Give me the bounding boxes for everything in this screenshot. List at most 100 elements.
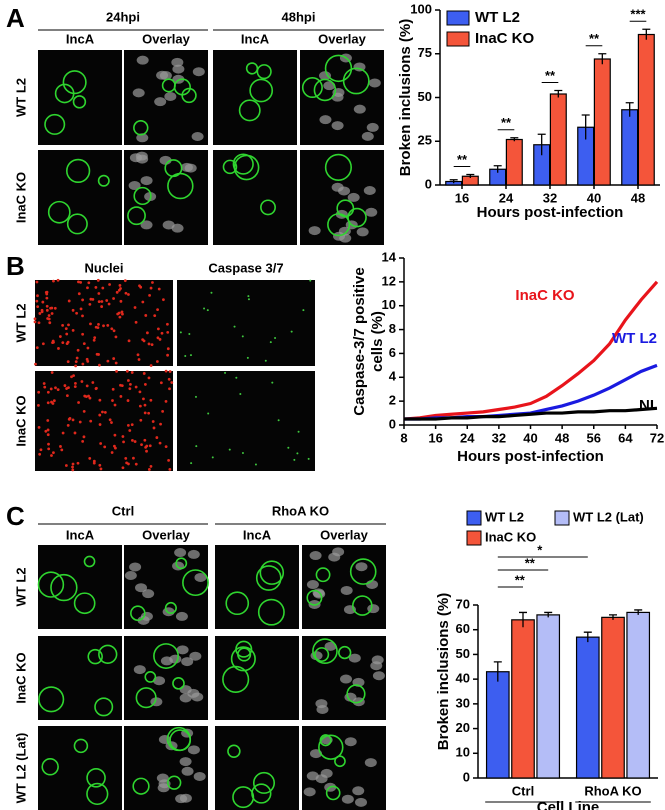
bar	[637, 33, 655, 186]
nucleus	[149, 286, 153, 290]
nucleus	[119, 395, 123, 398]
signal	[189, 354, 192, 357]
nucleus	[86, 346, 90, 350]
nucleus	[81, 439, 85, 443]
nucleus	[140, 220, 153, 230]
nucleus	[81, 298, 85, 302]
nucleus	[44, 429, 48, 433]
nucleus	[107, 302, 111, 306]
nucleus	[364, 758, 377, 768]
nucleus	[174, 548, 187, 558]
nucleus	[108, 418, 112, 422]
nucleus	[147, 376, 151, 380]
inclusion	[130, 605, 146, 621]
nucleus	[127, 462, 130, 466]
nucleus	[147, 468, 151, 471]
signal	[206, 309, 209, 312]
nucleus	[77, 401, 80, 404]
nucleus	[142, 589, 155, 599]
inclusion	[251, 783, 272, 804]
inclusion	[230, 646, 256, 672]
nucleus	[44, 290, 48, 294]
nucleus	[159, 381, 163, 385]
column-header: Overlay	[318, 31, 366, 46]
nucleus	[143, 383, 147, 386]
nucleus	[37, 404, 40, 407]
nucleus	[191, 132, 204, 142]
x-axis-label: Cell Line	[537, 799, 600, 810]
nucleus	[181, 657, 194, 667]
nucleus	[45, 296, 49, 300]
y-tick-label: 0	[425, 176, 432, 191]
nucleus	[43, 385, 47, 389]
x-axis-label: Hours post-infection	[477, 204, 624, 221]
nucleus	[67, 386, 70, 390]
y-tick-label: 0	[463, 769, 470, 784]
nucleus	[121, 312, 124, 316]
nucleus	[46, 390, 50, 394]
nucleus	[139, 418, 143, 422]
micrograph	[177, 371, 315, 471]
nucleus	[192, 67, 205, 77]
nucleus	[118, 315, 122, 319]
inclusion	[257, 598, 285, 626]
signal	[297, 430, 300, 433]
error-bar	[554, 89, 563, 98]
signal	[302, 309, 305, 312]
nucleus	[118, 284, 122, 287]
nucleus	[52, 399, 56, 403]
nucleus	[187, 549, 200, 559]
nucleus	[132, 456, 135, 460]
inclusion	[86, 782, 109, 806]
signal	[239, 392, 242, 395]
nucleus	[156, 70, 169, 80]
inclusion	[44, 113, 66, 135]
inclusion	[306, 589, 323, 606]
nucleus	[113, 403, 117, 407]
inclusion	[144, 671, 157, 683]
row-label: InaC KO	[13, 395, 28, 446]
nucleus	[332, 547, 345, 557]
nucleus	[36, 305, 40, 309]
signal	[290, 330, 293, 333]
inclusion	[167, 775, 182, 790]
nucleus	[97, 292, 101, 295]
inclusion	[38, 686, 65, 713]
nucleus	[171, 57, 184, 67]
nucleus	[67, 323, 70, 327]
column-header: Overlay	[320, 527, 368, 542]
nucleus	[155, 436, 159, 439]
error-bar	[544, 611, 553, 618]
x-tick-label: 64	[618, 430, 633, 445]
error-bar	[510, 137, 519, 142]
nucleus	[46, 401, 50, 405]
nucleus	[126, 379, 130, 382]
inclusion	[66, 213, 88, 235]
signal	[246, 356, 249, 359]
nucleus	[111, 399, 114, 402]
bar	[626, 611, 651, 779]
nucleus	[136, 133, 149, 143]
significance-label: **	[589, 31, 600, 46]
nucleus	[89, 419, 93, 423]
inclusion	[41, 758, 59, 776]
micrograph	[215, 545, 299, 629]
nucleus	[85, 357, 89, 361]
nucleus	[46, 428, 50, 432]
nucleus	[141, 338, 145, 342]
nucleus	[133, 665, 146, 675]
nucleus	[120, 310, 124, 314]
signal	[247, 298, 250, 301]
time-header: 48hpi	[282, 9, 316, 24]
legend-swatch	[466, 510, 482, 526]
nucleus	[160, 331, 164, 335]
series-label: WT L2	[612, 330, 657, 347]
inclusion	[252, 771, 276, 794]
nucleus	[56, 388, 60, 392]
y-tick-label: 8	[389, 321, 396, 336]
micrograph	[35, 371, 173, 471]
nucleus	[370, 661, 383, 671]
y-tick-label: 60	[456, 621, 470, 636]
bar	[593, 58, 611, 186]
inclusion	[256, 64, 272, 80]
